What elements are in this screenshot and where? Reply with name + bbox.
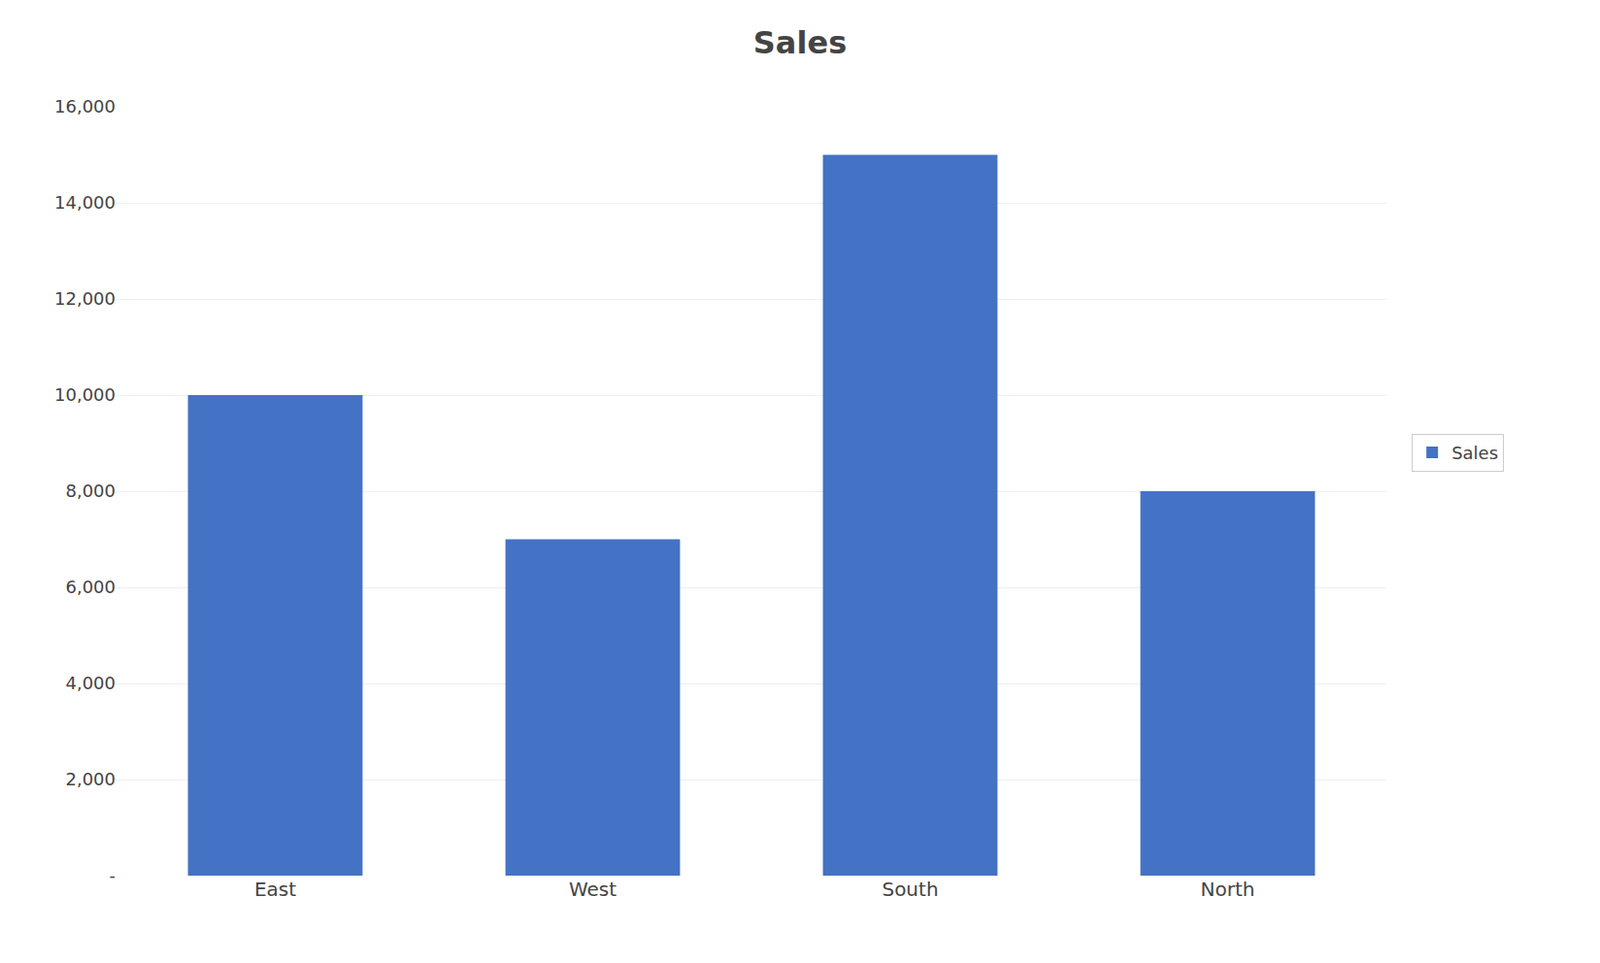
- svg-text:6,000: 6,000: [65, 576, 116, 598]
- svg-text:12,000: 12,000: [54, 288, 116, 309]
- svg-text:2,000: 2,000: [65, 768, 116, 790]
- svg-text:4,000: 4,000: [65, 672, 116, 694]
- svg-text:South: South: [881, 877, 938, 901]
- svg-text:West: West: [568, 877, 617, 901]
- svg-text:Sales: Sales: [1451, 442, 1499, 464]
- svg-text:North: North: [1200, 877, 1256, 901]
- svg-text:14,000: 14,000: [54, 192, 116, 213]
- svg-text:-: -: [109, 865, 117, 886]
- svg-text:Sales: Sales: [753, 24, 847, 62]
- svg-text:10,000: 10,000: [54, 384, 116, 405]
- svg-text:East: East: [254, 877, 297, 901]
- svg-text:16,000: 16,000: [54, 96, 116, 117]
- svg-text:8,000: 8,000: [65, 480, 116, 501]
